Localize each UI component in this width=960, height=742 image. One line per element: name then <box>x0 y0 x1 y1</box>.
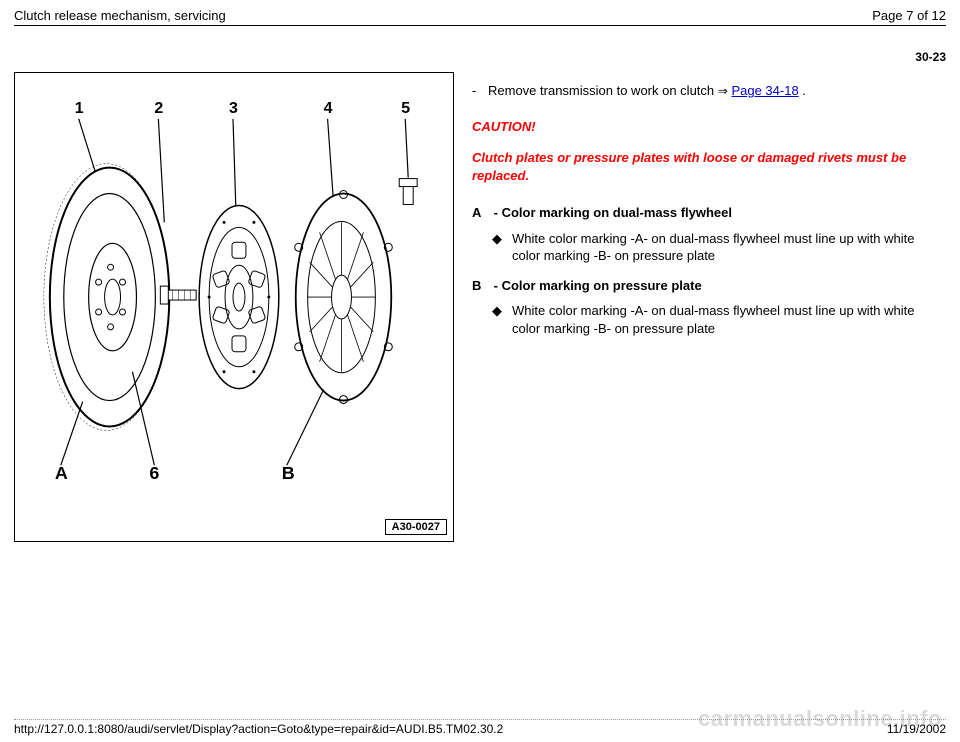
caution-body: Clutch plates or pressure plates with lo… <box>472 149 946 184</box>
callout-4: 4 <box>324 100 333 117</box>
caution-heading: CAUTION! <box>472 118 946 136</box>
page-link-34-18[interactable]: Page 34-18 <box>731 83 798 98</box>
arrow-icon: ⇒ <box>718 84 728 98</box>
callout-5: 5 <box>401 100 410 117</box>
step-dash: - <box>472 82 482 100</box>
callout-3: 3 <box>229 100 238 117</box>
item-A: A - Color marking on dual-mass flywheel <box>472 204 946 222</box>
item-B-text: - Color marking on pressure plate <box>494 278 702 293</box>
step-text-b: . <box>799 83 806 98</box>
page-header: Clutch release mechanism, servicing Page… <box>14 8 946 26</box>
bolt-5-graphic <box>399 179 417 205</box>
callout-1: 1 <box>75 100 84 117</box>
callout-A: A <box>55 463 68 483</box>
item-B-bullet-text: White color marking -A- on dual-mass fly… <box>512 302 946 337</box>
bolt-graphic <box>160 286 196 304</box>
callout-2: 2 <box>154 100 163 117</box>
step-text: Remove transmission to work on clutch ⇒ … <box>488 82 806 100</box>
bullet-icon: ◆ <box>492 230 502 265</box>
item-B-bullet: ◆ White color marking -A- on dual-mass f… <box>472 302 946 337</box>
pressure-plate-graphic <box>295 191 393 404</box>
bullet-icon: ◆ <box>492 302 502 337</box>
item-A-bullet-text: White color marking -A- on dual-mass fly… <box>512 230 946 265</box>
figure-id: A30-0027 <box>385 519 447 535</box>
item-B: B - Color marking on pressure plate <box>472 277 946 295</box>
item-A-label: A <box>472 204 490 222</box>
instruction-column: - Remove transmission to work on clutch … <box>472 72 946 542</box>
section-number: 30-23 <box>14 50 946 64</box>
step-remove-transmission: - Remove transmission to work on clutch … <box>472 82 946 100</box>
page-number: Page 7 of 12 <box>872 8 946 23</box>
page-footer: http://127.0.0.1:8080/audi/servlet/Displ… <box>14 719 946 736</box>
doc-title: Clutch release mechanism, servicing <box>14 8 226 23</box>
footer-date: 11/19/2002 <box>887 722 946 736</box>
item-A-text: - Color marking on dual-mass flywheel <box>494 205 732 220</box>
clutch-disc-graphic <box>199 205 279 388</box>
callout-B: B <box>282 463 295 483</box>
step-text-a: Remove transmission to work on clutch <box>488 83 718 98</box>
exploded-diagram: 1 2 3 4 5 <box>14 72 454 542</box>
content-area: 1 2 3 4 5 <box>14 72 946 542</box>
item-A-bullet: ◆ White color marking -A- on dual-mass f… <box>472 230 946 265</box>
callout-6: 6 <box>149 463 159 483</box>
flywheel-graphic <box>44 164 169 431</box>
footer-url: http://127.0.0.1:8080/audi/servlet/Displ… <box>14 722 503 736</box>
item-B-label: B <box>472 277 490 295</box>
